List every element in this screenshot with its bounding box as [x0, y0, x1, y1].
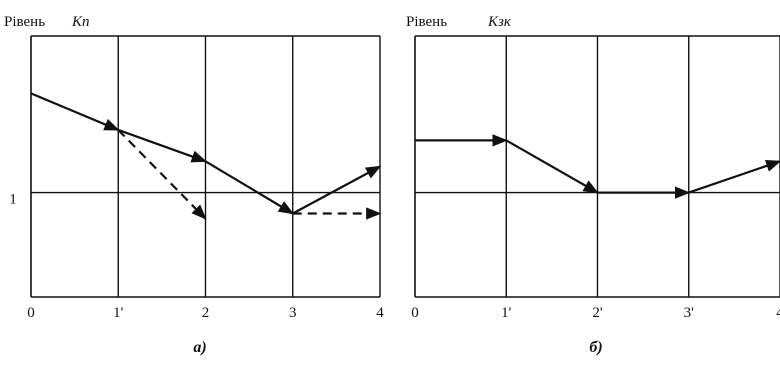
panel-a-plot: 0 1' 2 3 4 1 — [9, 35, 384, 321]
panel-a-caption: а) — [193, 339, 206, 356]
panel-a-x-tick-label: 0 — [27, 305, 35, 321]
panel-b-x-tick-label: 3' — [684, 305, 695, 321]
panel-b-x-tick-label: 4 — [776, 305, 780, 321]
panel-b-plot: 0 1' 2' 3' 4 — [411, 35, 780, 321]
panel-a-series0-segment — [30, 92, 120, 131]
panel-b-x-tick-label: 2' — [592, 305, 603, 321]
panel-b-ylabel-symbol: Кзк — [487, 14, 512, 30]
panel-b-series0-segment — [505, 139, 599, 194]
panel-a-series1-segment — [117, 129, 207, 220]
panel-b-x-tick-label: 1' — [501, 305, 512, 321]
panel-a-x-tick-label: 2 — [202, 305, 210, 321]
panel-b-series0-segment — [688, 159, 780, 194]
panel-a-x-tick-label: 3 — [289, 305, 297, 321]
panel-b-ylabel-prefix: Рівень — [406, 14, 447, 30]
panel-a-series0-segment — [292, 165, 382, 215]
panel-b-x-tick-label: 0 — [411, 305, 419, 321]
panel-a-ylabel-symbol: Кп — [71, 14, 89, 30]
panel-b-caption: б) — [589, 339, 602, 356]
panel-a-series0-segment — [204, 160, 295, 215]
panel-a-ylabel-prefix: Рівень — [4, 14, 45, 30]
panel-a-series0-segment — [117, 128, 207, 163]
panel-a-x-tick-label: 4 — [376, 305, 384, 321]
panel-a-y-tick-label: 1 — [9, 192, 17, 208]
panel-a-x-tick-label: 1' — [113, 305, 124, 321]
